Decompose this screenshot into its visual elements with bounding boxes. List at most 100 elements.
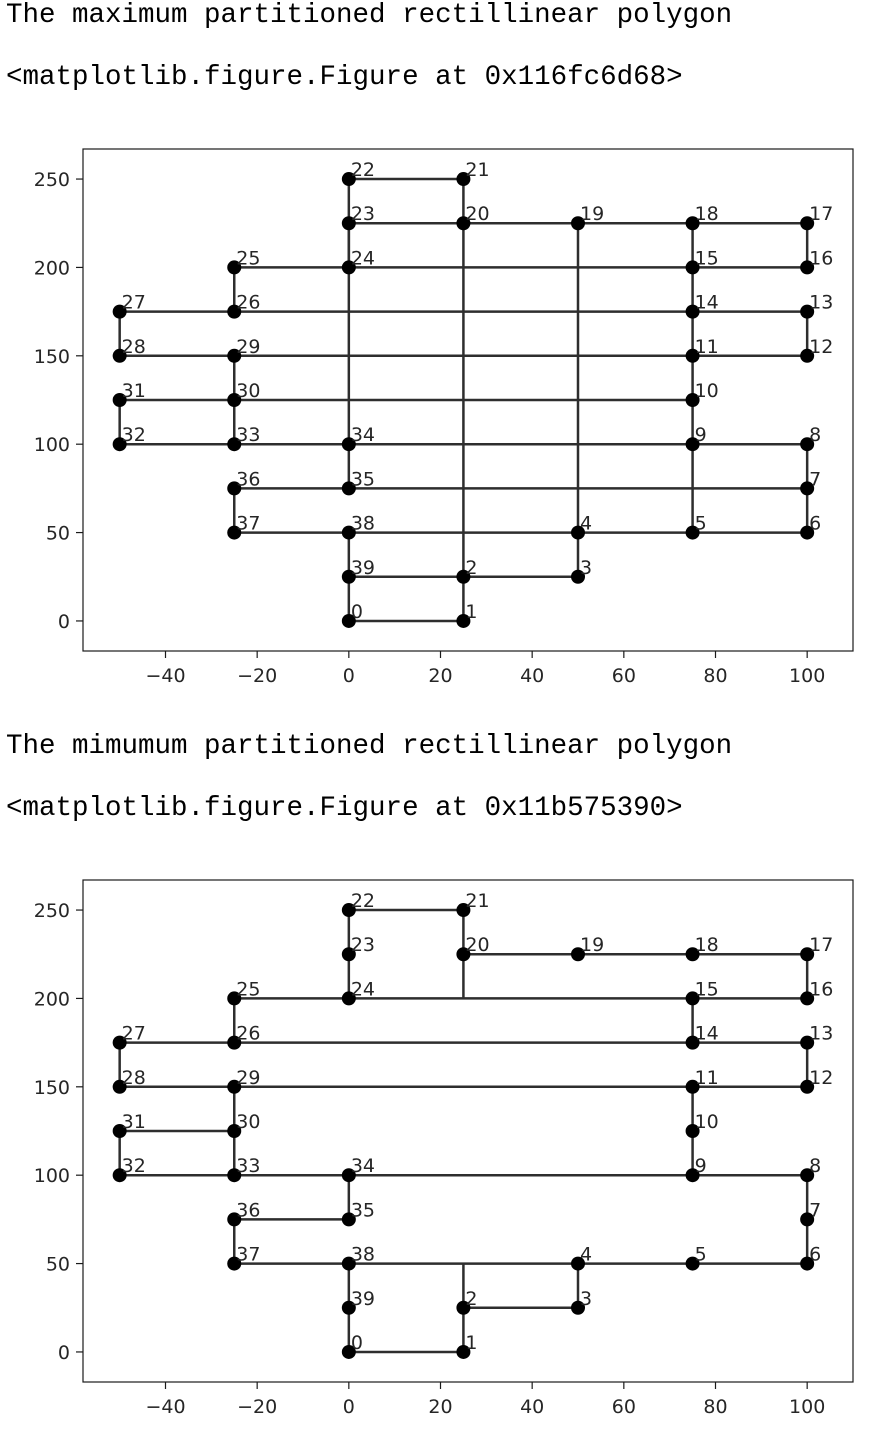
vertex-label: 28 — [122, 336, 146, 358]
vertex-label: 17 — [809, 934, 833, 956]
vertex-marker — [571, 1300, 585, 1315]
vertex-marker — [341, 569, 356, 584]
vertex-label: 37 — [236, 1244, 260, 1266]
vertex-marker — [456, 216, 471, 231]
vertex-label: 4 — [580, 513, 592, 535]
vertex-marker — [800, 348, 815, 363]
vertex-label: 35 — [351, 468, 375, 490]
x-tick-label: −20 — [237, 1396, 277, 1418]
y-tick-label: 150 — [34, 346, 70, 368]
y-tick-label: 150 — [34, 1077, 70, 1099]
vertex-marker — [800, 481, 815, 496]
vertex-marker — [227, 1168, 242, 1183]
vertex-label: 35 — [351, 1199, 375, 1221]
vertex-label: 36 — [236, 1199, 260, 1221]
vertex-marker — [227, 1035, 242, 1050]
x-tick-label: 0 — [343, 1396, 355, 1418]
vertex-label: 34 — [351, 424, 375, 446]
vertex-marker — [456, 1344, 471, 1359]
vertex-marker — [227, 991, 242, 1006]
vertex-label: 20 — [465, 934, 489, 956]
y-tick-label: 50 — [46, 523, 70, 545]
vertex-marker — [227, 393, 242, 407]
vertex-label: 8 — [809, 424, 821, 446]
vertex-marker — [341, 1212, 356, 1227]
vertex-marker — [685, 1256, 700, 1271]
vertex-marker — [685, 1168, 700, 1183]
vertex-label: 5 — [695, 513, 707, 535]
vertex-marker — [227, 525, 242, 540]
y-tick-label: 250 — [34, 900, 70, 922]
vertex-marker — [685, 393, 700, 407]
vertex-marker — [685, 1124, 700, 1138]
vertex-label: 17 — [809, 203, 833, 225]
vertex-label: 11 — [695, 336, 719, 358]
vertex-label: 12 — [809, 1067, 833, 1089]
vertex-marker — [112, 304, 127, 319]
vertex-label: 2 — [465, 557, 477, 579]
vertex-label: 32 — [122, 424, 146, 446]
vertex-label: 13 — [809, 1023, 833, 1045]
vertex-marker — [341, 1300, 356, 1315]
vertex-label: 39 — [351, 1288, 375, 1310]
vertex-marker — [800, 947, 815, 962]
vertex-label: 5 — [695, 1244, 707, 1266]
vertex-label: 29 — [236, 1067, 260, 1089]
figure-minimum-partition: −40 −20 0 20 40 60 80 100 0 50 100 150 200 250 0 1 2 3 4 5 6… — [0, 851, 872, 1441]
vertex-label: 38 — [351, 513, 375, 535]
vertex-label: 6 — [809, 1244, 821, 1266]
vertex-label: 27 — [122, 1023, 146, 1045]
x-tick-label: 60 — [612, 665, 636, 687]
vertex-label: 16 — [809, 247, 833, 269]
vertex-label: 10 — [695, 380, 719, 402]
vertex-marker — [800, 304, 815, 319]
y-tick-label: 0 — [58, 1342, 70, 1364]
vertex-label: 28 — [122, 1067, 146, 1089]
vertex-label: 38 — [351, 1244, 375, 1266]
vertex-marker — [341, 991, 356, 1006]
vertex-marker — [800, 1168, 815, 1183]
x-tick-label: 100 — [789, 1396, 825, 1418]
vertex-label: 31 — [122, 1111, 146, 1133]
vertex-label: 24 — [351, 247, 375, 269]
vertex-label: 34 — [351, 1155, 375, 1177]
vertex-marker — [341, 1344, 356, 1359]
vertex-marker — [456, 947, 471, 962]
x-tick-label: 40 — [520, 665, 544, 687]
vertex-label: 30 — [236, 1111, 260, 1133]
vertex-marker — [685, 260, 700, 275]
cell-2-figure-repr: <matplotlib.figure.Figure at 0x11b575390… — [6, 793, 683, 824]
vertex-label: 1 — [465, 1332, 477, 1354]
vertex-label: 27 — [122, 292, 146, 314]
vertex-label: 0 — [351, 601, 363, 623]
vertex-marker — [341, 903, 356, 918]
vertex-label: 19 — [580, 934, 604, 956]
vertex-label: 23 — [351, 934, 375, 956]
vertex-label: 0 — [351, 1332, 363, 1354]
y-tick-label: 0 — [58, 611, 70, 633]
x-tick-label: 100 — [789, 665, 825, 687]
cell-1-figure-repr: <matplotlib.figure.Figure at 0x116fc6d68… — [6, 62, 683, 93]
vertex-marker — [571, 569, 585, 584]
vertex-label: 39 — [351, 557, 375, 579]
vertex-label: 24 — [351, 978, 375, 1000]
vertex-label: 25 — [236, 247, 260, 269]
vertex-marker — [571, 1256, 585, 1271]
vertex-marker — [227, 1256, 242, 1271]
vertex-label: 26 — [236, 292, 260, 314]
vertex-marker — [227, 348, 242, 363]
vertex-label: 15 — [695, 978, 719, 1000]
y-tick-label: 100 — [34, 434, 70, 456]
vertex-marker — [341, 1168, 356, 1183]
vertex-marker — [800, 260, 815, 275]
cell-1-caption: The maximum partitioned rectillinear pol… — [6, 0, 733, 31]
vertex-marker — [112, 393, 127, 407]
vertex-label: 20 — [465, 203, 489, 225]
vertex-marker — [456, 613, 471, 628]
figure-maximum-partition: −40 −20 0 20 40 60 80 100 0 50 100 150 200 250 0 1 2 3 4 5 6… — [0, 120, 872, 710]
vertex-label: 23 — [351, 203, 375, 225]
vertex-marker — [800, 1035, 815, 1050]
x-tick-label: −20 — [237, 665, 277, 687]
vertex-marker — [341, 260, 356, 275]
